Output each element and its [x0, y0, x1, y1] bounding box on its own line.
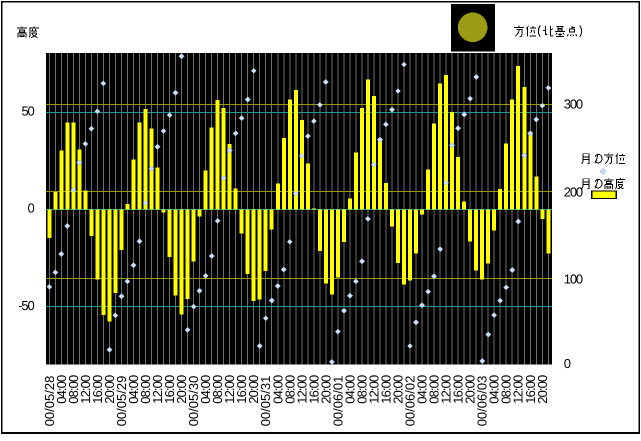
svg-text:08:00: 08:00: [427, 375, 442, 404]
svg-text:20:00: 20:00: [174, 375, 189, 404]
svg-text:16:00: 16:00: [451, 375, 466, 404]
svg-text:08:00: 08:00: [66, 375, 81, 404]
svg-text:50: 50: [21, 104, 34, 119]
svg-text:12:00: 12:00: [511, 375, 526, 404]
svg-text:12:00: 12:00: [294, 375, 309, 404]
svg-text:0: 0: [27, 200, 34, 215]
svg-text:0: 0: [564, 356, 571, 371]
svg-text:04:00: 04:00: [487, 375, 502, 404]
svg-text:08:00: 08:00: [499, 375, 514, 404]
svg-text:12:00: 12:00: [78, 375, 93, 404]
svg-text:16:00: 16:00: [306, 375, 321, 404]
svg-text:08:00: 08:00: [138, 375, 153, 404]
svg-text:16:00: 16:00: [234, 375, 249, 404]
svg-text:12:00: 12:00: [439, 375, 454, 404]
svg-text:20:00: 20:00: [246, 375, 261, 404]
svg-text:16:00: 16:00: [90, 375, 105, 404]
svg-text:00/06/01: 00/06/01: [330, 376, 345, 427]
svg-text:00/06/03: 00/06/03: [475, 376, 490, 427]
svg-text:00/05/31: 00/05/31: [258, 376, 273, 427]
svg-text:100: 100: [564, 272, 583, 287]
svg-text:16:00: 16:00: [378, 375, 393, 404]
svg-text:00/05/30: 00/05/30: [186, 376, 201, 427]
svg-text:04:00: 04:00: [126, 375, 141, 404]
svg-text:300: 300: [564, 97, 583, 112]
svg-text:00/05/29: 00/05/29: [114, 376, 129, 427]
svg-text:04:00: 04:00: [270, 375, 285, 404]
svg-text:04:00: 04:00: [342, 375, 357, 404]
svg-text:-50: -50: [18, 298, 34, 313]
svg-text:12:00: 12:00: [150, 375, 165, 404]
svg-text:00/05/28: 00/05/28: [42, 376, 57, 427]
svg-text:16:00: 16:00: [523, 375, 538, 404]
svg-text:20:00: 20:00: [102, 375, 117, 404]
svg-text:20:00: 20:00: [535, 375, 550, 404]
svg-text:16:00: 16:00: [162, 375, 177, 404]
svg-text:200: 200: [564, 185, 583, 200]
svg-text:04:00: 04:00: [415, 375, 430, 404]
svg-text:12:00: 12:00: [366, 375, 381, 404]
svg-text:00/06/02: 00/06/02: [403, 376, 418, 427]
svg-text:12:00: 12:00: [222, 375, 237, 404]
svg-text:04:00: 04:00: [198, 375, 213, 404]
svg-text:20:00: 20:00: [463, 375, 478, 404]
svg-text:08:00: 08:00: [210, 375, 225, 404]
svg-text:20:00: 20:00: [318, 375, 333, 404]
svg-text:08:00: 08:00: [354, 375, 369, 404]
svg-text:04:00: 04:00: [54, 375, 69, 404]
svg-text:20:00: 20:00: [391, 375, 406, 404]
svg-text:08:00: 08:00: [282, 375, 297, 404]
